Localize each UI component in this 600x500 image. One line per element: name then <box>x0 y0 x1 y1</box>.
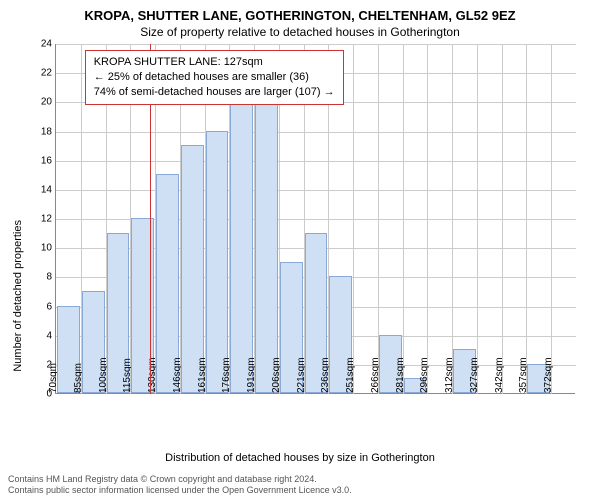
grid-line-h <box>56 44 576 45</box>
y-tick-label: 22 <box>41 68 56 79</box>
x-tick-label: 342sqm <box>494 353 505 393</box>
grid-line-h <box>56 132 576 133</box>
x-tick-label: 296sqm <box>419 353 430 393</box>
grid-line-h <box>56 161 576 162</box>
histogram-bar <box>230 101 253 393</box>
grid-line-h <box>56 190 576 191</box>
y-axis-label: Number of detached properties <box>12 220 24 372</box>
y-tick-label: 4 <box>46 330 56 341</box>
footer-line-1: Contains HM Land Registry data © Crown c… <box>8 474 352 485</box>
info-line-2: ← 25% of detached houses are smaller (36… <box>94 70 335 85</box>
x-tick-label: 372sqm <box>543 353 554 393</box>
grid-line-v <box>551 44 552 394</box>
x-axis-label: Distribution of detached houses by size … <box>0 452 600 464</box>
y-tick-label: 6 <box>46 301 56 312</box>
y-tick-label: 24 <box>41 39 56 50</box>
grid-line-v <box>403 44 404 394</box>
chart-area: 02468101214161820222470sqm85sqm100sqm115… <box>55 44 575 394</box>
title-main: KROPA, SHUTTER LANE, GOTHERINGTON, CHELT… <box>0 0 600 23</box>
grid-line-v <box>452 44 453 394</box>
grid-line-v <box>502 44 503 394</box>
histogram-bar <box>255 101 278 393</box>
y-tick-label: 14 <box>41 184 56 195</box>
x-tick-label: 251sqm <box>345 353 356 393</box>
info-box: KROPA SHUTTER LANE: 127sqm ← 25% of deta… <box>85 50 344 105</box>
y-tick-label: 18 <box>41 126 56 137</box>
y-tick-label: 12 <box>41 214 56 225</box>
info-line-1: KROPA SHUTTER LANE: 127sqm <box>94 55 335 70</box>
info-line-3: 74% of semi-detached houses are larger (… <box>94 85 335 100</box>
grid-line-v <box>353 44 354 394</box>
y-tick-label: 10 <box>41 243 56 254</box>
grid-line-v <box>477 44 478 394</box>
footer-line-2: Contains public sector information licen… <box>8 485 352 496</box>
y-tick-label: 20 <box>41 97 56 108</box>
y-tick-label: 16 <box>41 155 56 166</box>
footer: Contains HM Land Registry data © Crown c… <box>8 474 352 497</box>
grid-line-v <box>427 44 428 394</box>
grid-line-v <box>526 44 527 394</box>
x-tick-label: 327sqm <box>469 353 480 393</box>
title-sub: Size of property relative to detached ho… <box>0 23 600 39</box>
y-tick-label: 8 <box>46 272 56 283</box>
